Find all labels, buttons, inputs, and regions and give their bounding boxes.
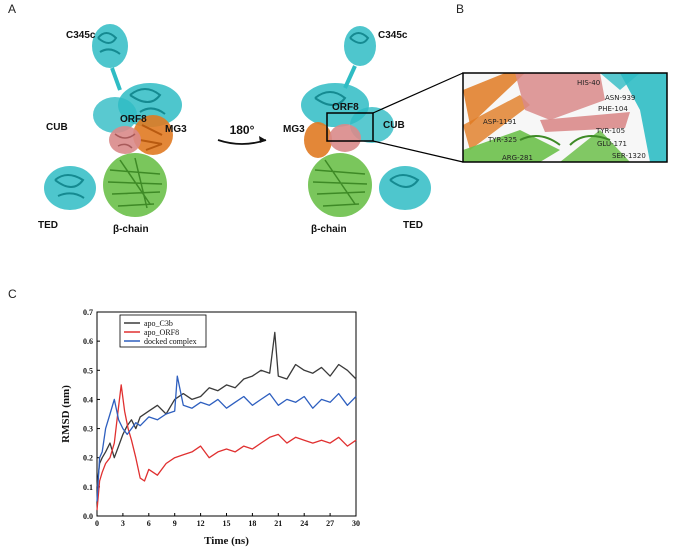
orf8-left [109, 126, 141, 154]
ted-domain-right [379, 166, 431, 210]
residue-asn-939: ASN-939 [605, 94, 635, 102]
residue-his-40: HIS-40 [577, 79, 600, 87]
panel-b-zoom: HIS-40 ASN-939 PHE-104 ASP-1191 TYR-325 … [462, 72, 668, 163]
label-cub-right: CUB [383, 120, 405, 131]
label-ted-right: TED [403, 220, 423, 231]
residue-glu-171: GLU-171 [597, 140, 627, 148]
legend-box [119, 314, 207, 348]
residue-arg-281: ARG-281 [502, 154, 533, 162]
series-line-apo-c3b [96, 331, 357, 487]
y-tick-label: 0.2 [83, 454, 93, 463]
x-tick-label: 24 [300, 519, 308, 528]
label-mg3-right: MG3 [283, 124, 305, 135]
label-orf8-right: ORF8 [332, 102, 359, 113]
rotation-label: 180° [230, 123, 255, 137]
panel-letter-a: A [8, 2, 17, 16]
label-ted-left: TED [38, 220, 58, 231]
residue-phe-104: PHE-104 [598, 105, 628, 113]
beta-chain-right [308, 153, 372, 217]
cub-domain-right [350, 107, 394, 143]
structure-left [44, 24, 182, 217]
label-beta-chain-left: β-chain [113, 224, 149, 235]
y-tick-label: 0.1 [83, 483, 93, 492]
x-axis-title: Time (ns) [204, 535, 249, 547]
panel-letter-b: B [456, 2, 465, 16]
mg3-domain-right [304, 122, 332, 158]
ted-domain-left [44, 166, 96, 210]
structure-figure: 180° C345c CUB ORF8 MG3 TED β-chain C345… [38, 24, 668, 235]
rotation-indicator: 180° [217, 123, 267, 145]
x-tick-label: 27 [326, 519, 334, 528]
x-tick-label: 30 [352, 519, 360, 528]
legend-label: apo_ORF8 [144, 328, 179, 337]
y-tick-label: 0.0 [83, 512, 93, 521]
residue-tyr-325: TYR-325 [487, 136, 517, 144]
structure-right [301, 26, 464, 217]
legend-label: docked complex [144, 337, 197, 346]
y-tick-label: 0.4 [83, 395, 93, 404]
y-tick-label: 0.6 [83, 337, 93, 346]
x-tick-label: 9 [173, 519, 177, 528]
label-beta-chain-right: β-chain [311, 224, 347, 235]
c345c-domain-right [344, 26, 376, 66]
label-mg3-left: MG3 [165, 124, 187, 135]
zoom-box [326, 112, 374, 142]
x-tick-label: 6 [147, 519, 151, 528]
orf8-right [329, 124, 361, 152]
c345c-domain-left [92, 24, 128, 68]
x-tick-label: 12 [197, 519, 205, 528]
cub-domain-left [93, 97, 137, 133]
panel-b-frame [462, 72, 668, 163]
series-line-docked-complex [96, 375, 357, 502]
label-c345c-left: C345c [66, 30, 96, 41]
series-line-apo-orf8 [96, 384, 357, 511]
x-tick-label: 15 [223, 519, 231, 528]
residue-asp-1191: ASP-1191 [483, 118, 517, 126]
plot-frame [96, 311, 357, 517]
y-tick-label: 0.5 [83, 366, 93, 375]
y-tick-label: 0.7 [83, 308, 93, 317]
beta-chain-left [103, 153, 167, 217]
y-tick-label: 0.3 [83, 425, 93, 434]
residue-ser-1320: SER-1320 [612, 152, 646, 160]
y-axis-title: RMSD (nm) [60, 385, 72, 443]
x-tick-label: 18 [248, 519, 256, 528]
x-tick-label: 3 [121, 519, 125, 528]
label-orf8-left: ORF8 [120, 114, 147, 125]
x-tick-label: 21 [274, 519, 282, 528]
legend-label: apo_C3b [144, 319, 173, 328]
panel-letter-c: C [8, 287, 17, 301]
rotation-arrow-icon [217, 139, 267, 145]
x-tick-label: 0 [95, 519, 99, 528]
residue-tyr-105: TYR-105 [595, 127, 625, 135]
label-cub-left: CUB [46, 122, 68, 133]
label-c345c-right: C345c [378, 30, 408, 41]
